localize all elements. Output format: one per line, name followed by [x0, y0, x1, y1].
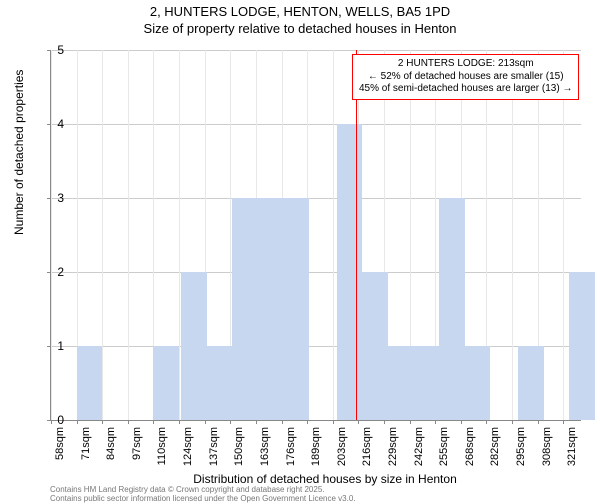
xtick-mark — [282, 420, 283, 424]
xtick-label: 58sqm — [54, 427, 66, 460]
xtick-mark — [333, 420, 334, 424]
plot-area: 2 HUNTERS LODGE: 213sqm← 52% of detached… — [50, 50, 581, 421]
xtick-mark — [128, 420, 129, 424]
gridline-horizontal — [51, 198, 581, 199]
chart-title-line2: Size of property relative to detached ho… — [0, 21, 600, 38]
histogram-bar — [569, 272, 595, 420]
xtick-label: 71sqm — [80, 427, 92, 460]
gridline-vertical — [51, 50, 52, 420]
ytick-label: 4 — [57, 117, 64, 131]
histogram-bar — [77, 346, 103, 420]
xtick-mark — [205, 420, 206, 424]
xtick-label: 268sqm — [464, 427, 476, 466]
footer-credit: Contains HM Land Registry data © Crown c… — [50, 486, 356, 504]
xtick-mark — [153, 420, 154, 424]
xtick-label: 295sqm — [515, 427, 527, 466]
footer-line2: Contains public sector information licen… — [50, 495, 356, 504]
chart-title-line1: 2, HUNTERS LODGE, HENTON, WELLS, BA5 1PD — [0, 4, 600, 21]
xtick-label: 163sqm — [259, 427, 271, 466]
xtick-mark — [410, 420, 411, 424]
gridline-vertical — [333, 50, 334, 420]
histogram-bar — [388, 346, 414, 420]
xtick-mark — [230, 420, 231, 424]
y-axis-label: Number of detached properties — [12, 70, 26, 235]
marker-line — [356, 50, 357, 420]
xtick-mark — [179, 420, 180, 424]
gridline-vertical — [102, 50, 103, 420]
gridline-horizontal — [51, 124, 581, 125]
gridline-horizontal — [51, 272, 581, 273]
xtick-mark — [461, 420, 462, 424]
xtick-label: 176sqm — [285, 427, 297, 466]
xtick-label: 189sqm — [310, 427, 322, 466]
gridline-horizontal — [51, 346, 581, 347]
histogram-bar — [181, 272, 207, 420]
property-size-histogram: 2, HUNTERS LODGE, HENTON, WELLS, BA5 1PD… — [0, 0, 600, 500]
xtick-mark — [384, 420, 385, 424]
histogram-bar — [518, 346, 544, 420]
histogram-bar — [283, 198, 309, 420]
xtick-mark — [102, 420, 103, 424]
ytick-label: 3 — [57, 191, 64, 205]
xtick-mark — [307, 420, 308, 424]
xtick-mark — [512, 420, 513, 424]
chart-title-block: 2, HUNTERS LODGE, HENTON, WELLS, BA5 1PD… — [0, 0, 600, 38]
xtick-mark — [51, 420, 52, 424]
xtick-label: 203sqm — [336, 427, 348, 466]
ytick-label: 5 — [57, 43, 64, 57]
histogram-bar — [207, 346, 233, 420]
xtick-label: 242sqm — [413, 427, 425, 466]
xtick-label: 137sqm — [208, 427, 220, 466]
xtick-label: 308sqm — [541, 427, 553, 466]
xtick-label: 321sqm — [566, 427, 578, 466]
histogram-bar — [232, 198, 258, 420]
xtick-mark — [486, 420, 487, 424]
annotation-line2: ← 52% of detached houses are smaller (15… — [359, 71, 572, 84]
ytick-label: 1 — [57, 339, 64, 353]
histogram-bar — [465, 346, 491, 420]
gridline-horizontal — [51, 50, 581, 51]
xtick-mark — [435, 420, 436, 424]
gridline-vertical — [563, 50, 564, 420]
annotation-line3: 45% of semi-detached houses are larger (… — [359, 83, 572, 96]
histogram-bar — [362, 272, 388, 420]
ytick-label: 2 — [57, 265, 64, 279]
histogram-bar — [337, 124, 363, 420]
xtick-label: 229sqm — [387, 427, 399, 466]
xtick-mark — [563, 420, 564, 424]
histogram-bar — [414, 346, 440, 420]
xtick-mark — [77, 420, 78, 424]
annotation-box: 2 HUNTERS LODGE: 213sqm← 52% of detached… — [352, 54, 579, 100]
x-axis-label: Distribution of detached houses by size … — [0, 472, 600, 486]
xtick-label: 110sqm — [156, 427, 168, 465]
xtick-label: 282sqm — [489, 427, 501, 466]
xtick-label: 150sqm — [233, 427, 245, 466]
gridline-vertical — [179, 50, 180, 420]
xtick-mark — [538, 420, 539, 424]
gridline-vertical — [128, 50, 129, 420]
xtick-label: 97sqm — [131, 427, 143, 460]
gridline-vertical — [512, 50, 513, 420]
annotation-line1: 2 HUNTERS LODGE: 213sqm — [359, 58, 572, 71]
xtick-label: 84sqm — [105, 427, 117, 460]
ytick-label: 0 — [57, 413, 64, 427]
histogram-bar — [439, 198, 465, 420]
xtick-label: 216sqm — [361, 427, 373, 466]
histogram-bar — [258, 198, 284, 420]
histogram-bar — [153, 346, 179, 420]
xtick-label: 255sqm — [438, 427, 450, 466]
xtick-mark — [256, 420, 257, 424]
xtick-mark — [358, 420, 359, 424]
xtick-label: 124sqm — [182, 427, 194, 466]
